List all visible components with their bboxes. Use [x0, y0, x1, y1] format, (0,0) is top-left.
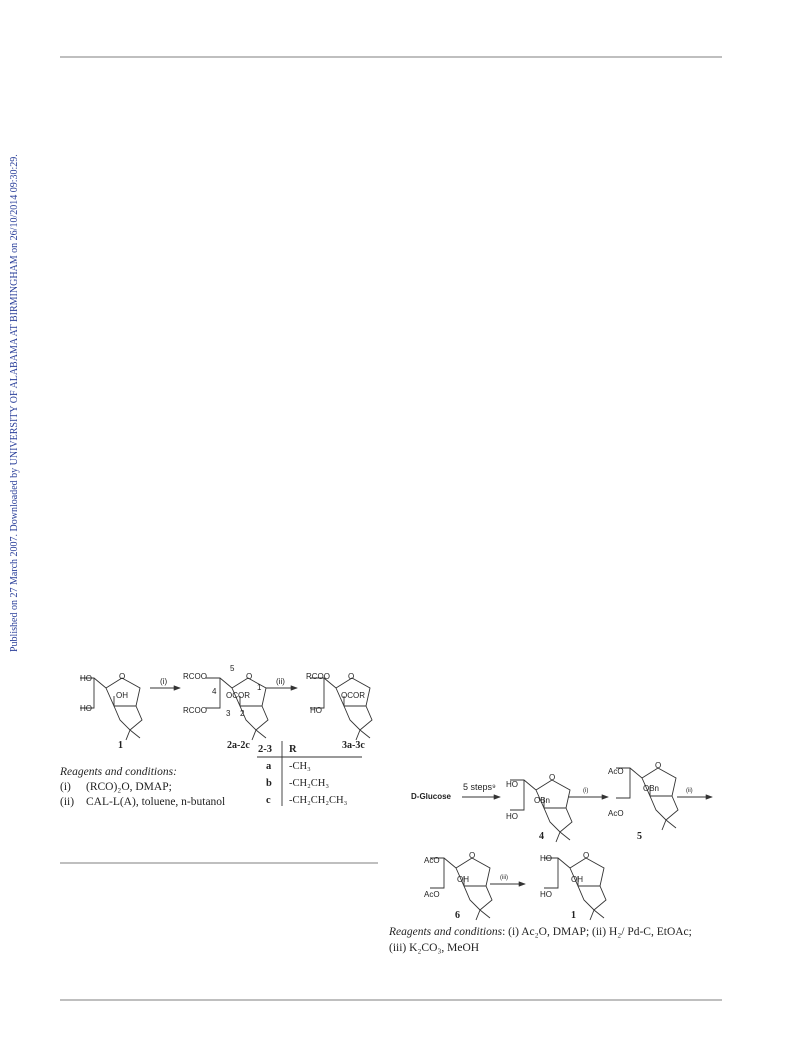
table-cell: -CH₂CH₂CH₃	[289, 795, 348, 806]
atom-label: AcO	[424, 856, 440, 865]
atom-label: 5	[230, 664, 235, 673]
atom-label: HO	[80, 704, 92, 713]
atom-label: HO	[310, 706, 322, 715]
atom-label: OBn	[643, 784, 659, 793]
table-cell: b	[266, 778, 272, 789]
start-material: D-Glucose	[411, 792, 452, 801]
arrow-label: (i)	[160, 677, 167, 686]
atom-label: 3	[226, 709, 231, 718]
reagents-line: Reagents and conditions: (i) Ac₂O, DMAP;…	[388, 926, 692, 938]
atom-label: AcO	[608, 809, 624, 818]
atom-label: OBn	[534, 796, 550, 805]
atom-label: 2	[240, 709, 245, 718]
atom-label: RCOO	[306, 672, 330, 681]
compound-number: 4	[539, 831, 544, 842]
atom-label: AcO	[608, 767, 624, 776]
compound-number: 3a-3c	[342, 740, 365, 751]
atom-label: AcO	[424, 890, 440, 899]
table-cell: c	[266, 795, 271, 806]
compound-number: 2a-2c	[227, 740, 250, 751]
atom-label: O	[469, 851, 475, 860]
atom-label: O	[583, 851, 589, 860]
arrow-label: (ii)	[686, 788, 693, 794]
atom-label: 4	[212, 687, 217, 696]
atom-label: O	[348, 672, 354, 681]
arrow-label: (i)	[583, 788, 588, 794]
table-header: 2-3	[258, 744, 272, 755]
atom-label: HO	[80, 674, 92, 683]
atom-label: HO	[506, 812, 518, 821]
compound-number: 6	[455, 910, 460, 921]
atom-label: 1	[257, 683, 262, 692]
atom-label: O	[246, 672, 252, 681]
atom-label: RCOO	[183, 672, 207, 681]
atom-label: OH	[116, 691, 128, 700]
compound-number: 1	[118, 740, 123, 751]
reagents-heading: Reagents and conditions:	[59, 766, 177, 778]
reagent-text: (RCO)₂O, DMAP;	[86, 781, 172, 793]
atom-label: OCOR	[341, 691, 365, 700]
atom-label: O	[655, 761, 661, 770]
atom-label: HO	[540, 890, 552, 899]
reagents-heading: Reagents and conditions	[388, 926, 503, 938]
atom-label: HO	[506, 780, 518, 789]
arrow-label: 5 steps⁹	[463, 782, 496, 792]
table-cell: -CH₃	[289, 761, 311, 772]
atom-label: OH	[571, 875, 583, 884]
side-note: Published on 27 March 2007. Downloaded b…	[9, 154, 20, 652]
arrow-label: (ii)	[276, 677, 285, 686]
reagent-text: CAL-L(A), toluene, n-butanol	[86, 796, 225, 808]
scheme-2: D-Glucose 5 steps⁹ HO O OBn HO 4 (i) AcO…	[388, 761, 713, 954]
reagent-index: (ii)	[60, 796, 74, 808]
compound-number: 1	[571, 910, 576, 921]
atom-label: RCOO	[183, 706, 207, 715]
atom-label: OCOR	[226, 691, 250, 700]
table-cell: -CH₂CH₃	[289, 778, 329, 789]
atom-label: HO	[540, 854, 552, 863]
table-header: R	[289, 744, 297, 755]
compound-number: 5	[637, 831, 642, 842]
scheme-1: HO O OH HO 1 (i) RCOO 5 O 4 OCOR 1 RCOO …	[59, 664, 373, 808]
arrow-label: (iii)	[500, 875, 508, 881]
reagents-text: (iii) K₂CO₃, MeOH	[389, 942, 479, 954]
reagent-index: (i)	[60, 781, 71, 793]
atom-label: O	[549, 773, 555, 782]
table-cell: a	[266, 761, 272, 772]
atom-label: OH	[457, 875, 469, 884]
reagents-text: : (i) Ac₂O, DMAP; (ii) H₂/ Pd-C, EtOAc;	[502, 926, 692, 938]
atom-label: O	[119, 672, 125, 681]
